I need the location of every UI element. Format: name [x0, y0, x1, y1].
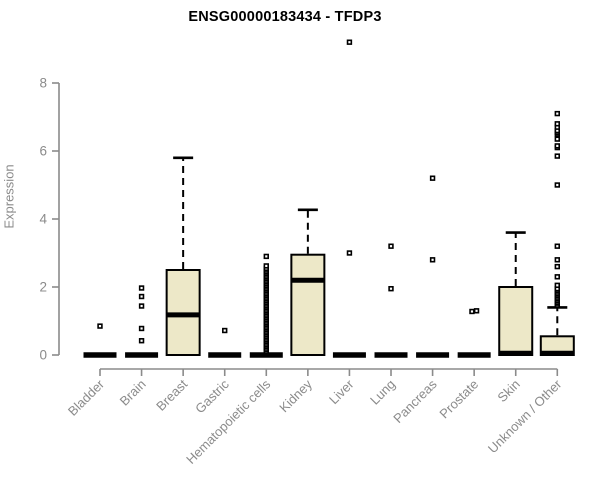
flat-box-lung — [374, 352, 408, 358]
flat-box-brain — [125, 352, 159, 358]
y-tick-label: 4 — [39, 212, 47, 227]
outlier-unknown-other — [554, 282, 560, 288]
box-kidney — [290, 253, 326, 356]
outlier-liver — [346, 39, 353, 45]
outlier-unknown-other — [554, 274, 560, 280]
outlier-unknown-other — [554, 153, 560, 159]
x-tick-label-skin: Skin — [494, 377, 522, 405]
outlier-brain — [138, 303, 145, 309]
outlier-lung — [388, 243, 394, 249]
outlier-unknown-other — [554, 257, 560, 263]
flat-box-liver — [332, 352, 366, 358]
outlier-prostate — [473, 308, 480, 314]
outlier-hematopoietic-cells — [263, 253, 269, 260]
flat-box-hematopoietic-cells — [249, 352, 283, 358]
outlier-brain — [138, 338, 145, 344]
outlier-liver — [346, 250, 353, 256]
y-tick-label: 2 — [39, 280, 47, 295]
outlier-unknown-other — [554, 263, 560, 270]
outlier-unknown-other — [554, 110, 560, 117]
outlier-brain — [138, 285, 145, 291]
x-tick-label-gastric: Gastric — [192, 376, 232, 416]
box-skin — [498, 286, 534, 356]
outlier-gastric — [222, 327, 228, 334]
x-tick-label-brain: Brain — [117, 377, 149, 409]
outlier-brain — [138, 293, 145, 300]
outlier-pancreas — [429, 175, 436, 181]
y-tick-label: 0 — [39, 348, 47, 363]
x-tick-label-liver: Liver — [326, 376, 357, 407]
x-tick-label-unknown-other: Unknown / Other — [485, 376, 565, 456]
outlier-brain — [138, 325, 145, 332]
x-tick-label-breast: Breast — [153, 376, 190, 413]
outlier-unknown-other — [554, 243, 560, 249]
flat-box-gastric — [208, 352, 242, 358]
chart-title: ENSG00000183434 - TFDP3 — [188, 9, 382, 25]
outlier-bladder — [97, 323, 103, 329]
flat-box-pancreas — [416, 352, 450, 358]
y-tick-label: 6 — [39, 144, 47, 159]
outlier-lung — [388, 285, 394, 292]
outlier-hematopoietic-cells — [263, 263, 269, 269]
x-tick-label-prostate: Prostate — [436, 377, 481, 422]
x-tick-label-kidney: Kidney — [276, 376, 315, 415]
outlier-pancreas — [429, 257, 436, 263]
outlier-unknown-other — [554, 121, 560, 127]
x-tick-label-pancreas: Pancreas — [390, 376, 440, 426]
outlier-prostate — [469, 308, 475, 315]
x-tick-label-lung: Lung — [367, 377, 398, 408]
flat-box-bladder — [83, 352, 117, 358]
outlier-unknown-other — [554, 182, 560, 188]
x-tick-label-bladder: Bladder — [65, 376, 108, 419]
flat-box-prostate — [457, 352, 491, 358]
outlier-unknown-other — [554, 143, 560, 149]
outlier-unknown-other — [554, 136, 560, 142]
y-tick-label: 8 — [39, 76, 47, 91]
